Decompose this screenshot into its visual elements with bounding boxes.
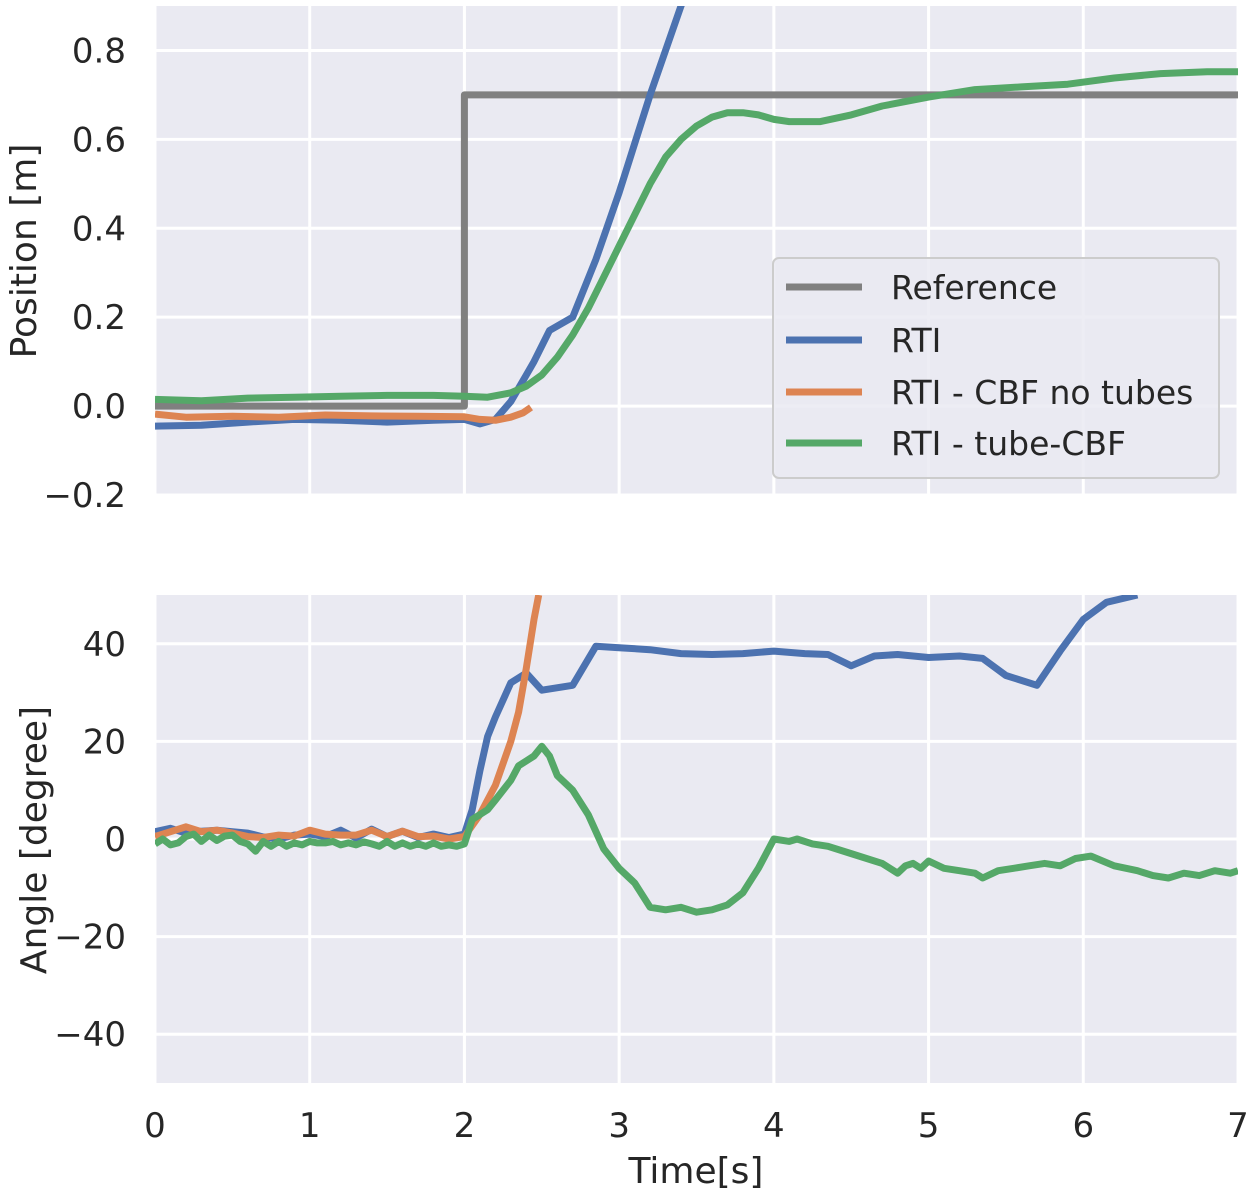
x-tick-label: 1	[299, 1106, 321, 1146]
angle-line-rti-tube-cbf	[155, 742, 1238, 916]
legend-label-reference: Reference	[891, 268, 1057, 307]
position-line-reference	[155, 91, 1238, 410]
x-tick-label: 0	[144, 1106, 166, 1146]
x-tick-label: 2	[454, 1106, 476, 1146]
angle-line-rti-cbf-no-tubes	[155, 595, 543, 843]
position-line-rti-tube-cbf	[155, 68, 1238, 405]
angle-y-tick-labels: −40 −20 0 20 40	[54, 625, 126, 1055]
position-y-tick-label: 0.8	[72, 31, 126, 71]
angle-y-tick-label: −20	[54, 918, 126, 958]
position-y-tick-label: 0.4	[72, 209, 126, 249]
x-tick-label: 5	[918, 1106, 940, 1146]
position-series	[155, 6, 1238, 430]
angle-y-tick-label: 40	[83, 625, 126, 665]
position-y-tick-label: 0.2	[72, 298, 126, 338]
position-panel: −0.2 0.0 0.2 0.4 0.6 0.8 Position [m] Referen…	[4, 6, 1240, 516]
x-tick-label: 7	[1227, 1106, 1249, 1146]
x-tick-label: 3	[608, 1106, 630, 1146]
angle-series	[155, 595, 1238, 916]
angle-y-axis-title: Angle [degree]	[14, 706, 55, 974]
position-y-axis-title: Position [m]	[4, 144, 45, 359]
position-y-tick-label: −0.2	[43, 476, 126, 516]
legend-label-rti-tube-cbf: RTI - tube-CBF	[891, 424, 1126, 463]
legend-label-rti: RTI	[891, 321, 941, 360]
angle-y-tick-label: −40	[54, 1015, 126, 1055]
position-y-tick-label: 0.0	[72, 387, 126, 427]
legend-label-rti-cbf-no-tubes: RTI - CBF no tubes	[891, 373, 1193, 412]
x-tick-label: 6	[1072, 1106, 1094, 1146]
x-tick-label: 4	[763, 1106, 785, 1146]
angle-y-tick-label: 0	[104, 820, 126, 860]
position-line-rti-cbf-no-tubes	[155, 404, 533, 424]
angle-y-tick-label: 20	[83, 722, 126, 762]
position-y-tick-label: 0.6	[72, 120, 126, 160]
angle-panel: −40 −20 0 20 40 0 1 2 3 4 5 6 7 Angle [degree] Time…	[14, 595, 1249, 1192]
angle-x-tick-labels: 0 1 2 3 4 5 6 7	[144, 1106, 1249, 1146]
position-y-tick-labels: −0.2 0.0 0.2 0.4 0.6 0.8	[43, 31, 126, 516]
x-axis-title: Time[s]	[628, 1151, 764, 1192]
legend: Reference RTI RTI - CBF no tubes RTI - t…	[772, 257, 1220, 479]
legend-frame	[772, 257, 1220, 479]
